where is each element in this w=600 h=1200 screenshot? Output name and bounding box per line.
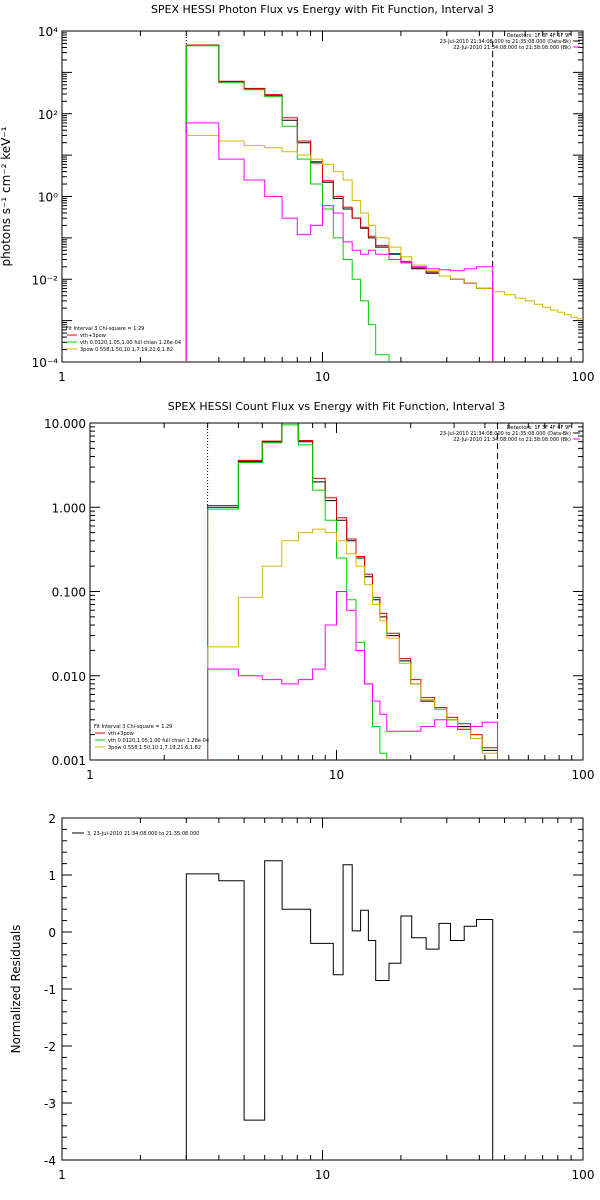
x-tick-label: 10	[315, 1168, 330, 1182]
panel-3: 1 10 100 -4 -3 -2 -1 0 1 2 Normalized Residuals 3, …	[9, 812, 594, 1182]
panel-2: SPEX HESSI Count Flux vs Energy with Fit…	[44, 400, 595, 782]
y-tick-label: 10⁰	[38, 191, 58, 205]
series-data-bk	[207, 423, 498, 760]
x-tick-label: 100	[572, 768, 595, 782]
plot-area	[185, 31, 583, 362]
legend-text: 3, 23-Jul-2010 21:34:08.000 to 21:35:08.…	[87, 831, 199, 837]
chart-title: SPEX HESSI Count Flux vs Energy with Fit…	[168, 400, 505, 413]
series-bk	[207, 591, 498, 760]
series-vth	[185, 45, 390, 362]
legend-bottom-text: vth+3pow	[80, 333, 106, 339]
legend-top-text: 22-Jul-2010 21:34:08.000 to 21:38:08.000…	[453, 437, 571, 443]
y-tick-label: 0.010	[52, 670, 86, 684]
series-bk	[185, 122, 494, 362]
legend-bottom-text: vth 0.0120,1.05,1.00 full chian 1.26e-04	[108, 738, 209, 744]
plot-area	[185, 860, 494, 1160]
y-tick-label: 0	[48, 926, 56, 940]
y-tick-label: 10.000	[44, 417, 86, 431]
series-3pow	[185, 134, 494, 362]
legend-bottom-text: 3pow 0.558,1.50,10.1,7.19,21.6,1.82	[108, 745, 201, 751]
chart-title: SPEX HESSI Photon Flux vs Energy with Fi…	[151, 3, 494, 16]
y-tick-label: 10²	[38, 108, 58, 122]
series-3-23-jul-2010-21-34-08-000-to-21-35-08-000	[185, 860, 494, 1160]
legend-bottom-text: Fit Interval 3 Chi-square = 1.29	[66, 326, 144, 332]
x-tick-label: 1	[86, 768, 94, 782]
legend-bottom-text: vth+3pow	[108, 731, 134, 737]
y-tick-label: 10⁻²	[32, 273, 59, 287]
y-tick-label: 10⁻⁴	[32, 356, 59, 370]
x-tick-label: 100	[572, 370, 595, 384]
y-tick-label: -1	[44, 983, 56, 997]
legend-top-text: 23-Jul-2010 21:34:08.000 to 21:35:08.000…	[440, 39, 571, 45]
x-tick-label: 100	[572, 1168, 595, 1182]
y-tick-label: -3	[44, 1097, 56, 1111]
y-tick-label: 1	[48, 869, 56, 883]
legend-top-text: Detectors: 1F 3F 4F 6F 9F	[507, 425, 571, 431]
y-tick-label: 1.000	[52, 501, 86, 515]
y-axis-label: photons s⁻¹ cm⁻² keV⁻¹	[0, 126, 13, 266]
series-vth-3pow	[185, 44, 494, 362]
y-tick-label: 0.100	[52, 586, 86, 600]
plot-frame	[61, 817, 584, 1161]
y-tick-label: 10⁴	[38, 25, 58, 39]
legend-top-text: 23-Jul-2010 21:34:08.000 to 21:35:08.000…	[440, 431, 571, 437]
series-data-bk	[185, 44, 494, 362]
panel-1: SPEX HESSI Photon Flux vs Energy with Fi…	[0, 3, 595, 384]
x-tick-label: 1	[58, 370, 66, 384]
y-tick-label: -2	[44, 1040, 56, 1054]
y-tick-label: -4	[44, 1154, 56, 1168]
series-vth	[207, 424, 388, 760]
legend-bottom-text: Fit Interval 3 Chi-square = 1.29	[94, 724, 172, 730]
plot-area	[207, 423, 499, 760]
legend-bottom-text: vth 0.0120,1.05,1.00 full chian 1.26e-04	[80, 340, 181, 346]
legend-bottom-text: 3pow 0.558,1.50,10.1,7.19,21.6,1.82	[80, 347, 173, 353]
y-tick-label: 2	[48, 812, 56, 826]
x-tick-label: 1	[58, 1168, 66, 1182]
series-3pow-extension	[492, 291, 583, 320]
y-tick-label: 0.001	[52, 754, 86, 768]
x-tick-label: 10	[315, 370, 330, 384]
legend-top-text: Detectors: 1F 3F 4F 6F 9F	[507, 33, 571, 39]
y-axis-label: Normalized Residuals	[9, 925, 23, 1054]
legend-top-text: 22-Jul-2010 21:34:08.000 to 21:38:08.000…	[453, 45, 571, 51]
x-tick-label: 10	[329, 768, 344, 782]
series-3pow	[207, 528, 498, 760]
